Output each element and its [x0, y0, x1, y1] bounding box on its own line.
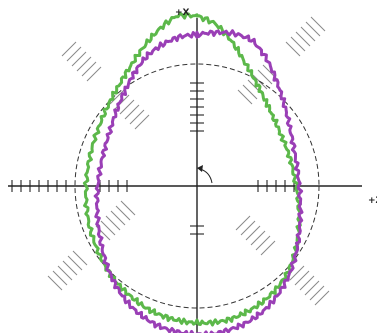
hatch-inner-upper-left — [134, 114, 150, 130]
axis-label-x: +X — [175, 8, 190, 18]
hatch-upper-left — [81, 61, 97, 77]
hatch-lower-left — [67, 255, 83, 271]
hatch-inner-upper-right — [257, 69, 273, 85]
hatch-inner-lower-right — [235, 215, 251, 231]
hatch-upper-right — [295, 31, 311, 47]
hatch-lower-right — [309, 285, 325, 301]
hatch-inner-lower-right — [245, 225, 261, 241]
hatch-inner-lower-right — [255, 235, 271, 251]
hatch-inner-lower-left — [120, 200, 136, 216]
axis-ticks — [11, 82, 295, 235]
hatch-upper-left — [71, 51, 87, 67]
hatch-lower-left — [57, 265, 73, 281]
hatch-inner-upper-left — [119, 99, 135, 115]
trace-1 — [93, 29, 304, 333]
hatch-inner-lower-left — [100, 220, 116, 236]
hatch-upper-left — [61, 41, 77, 57]
hatch-lower-right — [299, 275, 315, 291]
axis-label-z: +Z — [368, 196, 377, 206]
hatch-lower-right — [289, 265, 305, 281]
trace-0 — [82, 12, 302, 327]
hatch-lower-left — [72, 250, 88, 266]
hatch-upper-left — [86, 66, 102, 82]
hatch-upper-right — [285, 41, 301, 57]
hatch-inner-lower-left — [110, 210, 126, 226]
rotation-arrowhead-icon — [197, 165, 203, 172]
hatch-lower-right — [304, 280, 320, 296]
hatch-upper-left — [66, 46, 82, 62]
hatch-inner-lower-left — [105, 215, 121, 231]
trace-series — [82, 12, 304, 333]
hatch-lower-left — [52, 270, 68, 286]
hatch-inner-upper-right — [242, 84, 258, 100]
reference-circle — [74, 63, 320, 309]
hatch-lower-right — [314, 290, 330, 306]
hatch-upper-right — [300, 26, 316, 42]
hatch-inner-upper-right — [237, 89, 253, 105]
hatch-lower-left — [47, 275, 63, 291]
hatch-inner-upper-left — [124, 104, 140, 120]
hatch-inner-lower-right — [240, 220, 256, 236]
hatch-inner-lower-right — [260, 240, 276, 256]
hatch-lower-right — [294, 270, 310, 286]
hatch-inner-upper-left — [109, 89, 125, 105]
hatch-inner-lower-left — [115, 205, 131, 221]
hatch-upper-left — [76, 56, 92, 72]
hatch-upper-right — [290, 36, 306, 52]
hatch-inner-upper-left — [129, 109, 145, 125]
hatch-marks — [47, 16, 330, 306]
hatch-lower-left — [62, 260, 78, 276]
hatch-upper-right — [305, 21, 321, 37]
hatch-upper-right — [310, 16, 326, 32]
hatch-inner-lower-right — [250, 230, 266, 246]
